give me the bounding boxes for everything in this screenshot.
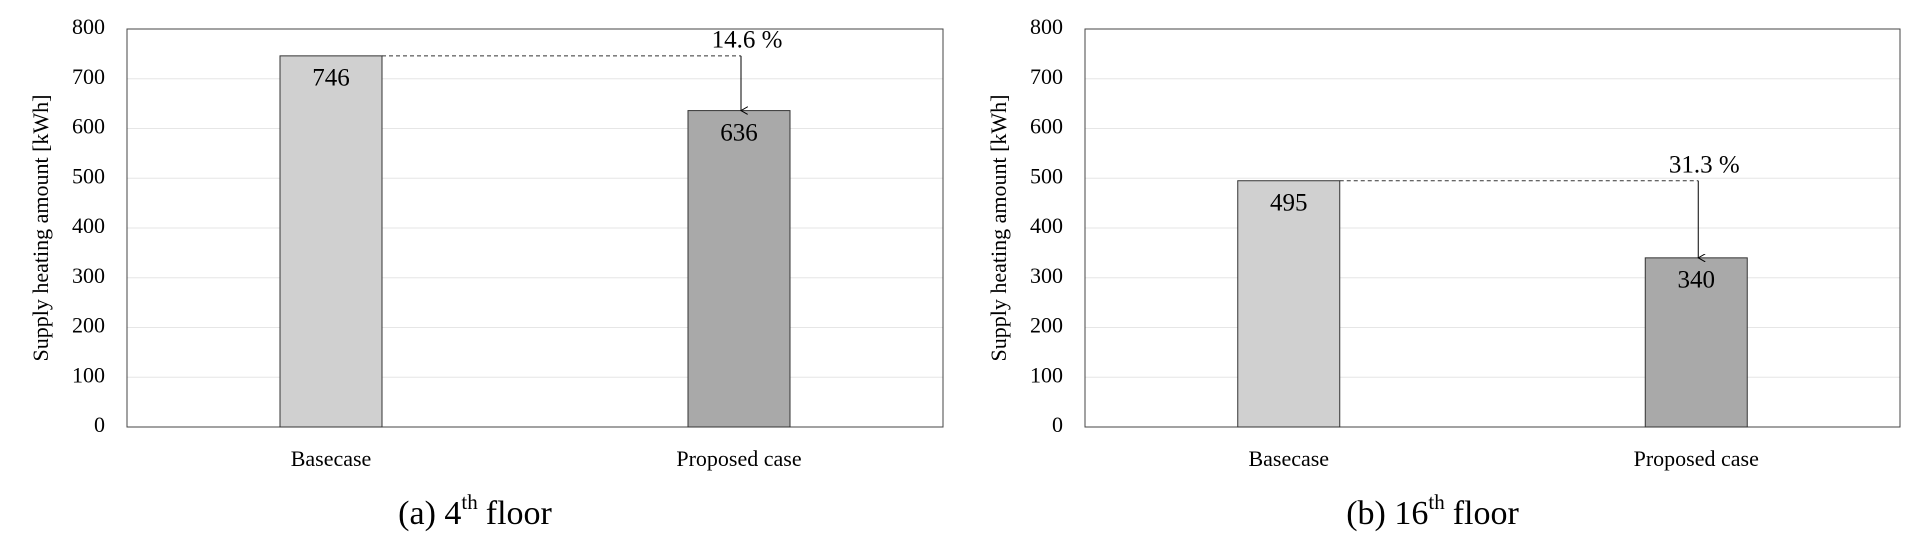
data-label: 495 xyxy=(1270,189,1308,216)
y-axis-label: Supply heating amount [kWh] xyxy=(986,94,1011,361)
bar xyxy=(687,110,791,428)
bar xyxy=(1237,180,1341,428)
caption-text: (a) 4 xyxy=(398,495,461,532)
plot-frame xyxy=(126,28,944,428)
y-tick-label: 300 xyxy=(72,263,105,288)
y-tick-label: 600 xyxy=(72,114,105,139)
x-tick-label: Basecase xyxy=(1248,446,1329,471)
y-tick-label: 800 xyxy=(1030,14,1063,39)
y-tick-label: 500 xyxy=(1030,163,1063,188)
y-tick-label: 600 xyxy=(1030,114,1063,139)
data-label: 340 xyxy=(1678,267,1716,294)
caption-text: floor xyxy=(1453,495,1520,532)
caption-text: floor xyxy=(486,495,553,532)
caption: (b) 16th floor xyxy=(1346,490,1519,532)
caption-text: (b) 16 xyxy=(1346,495,1428,532)
annotation: 14.6 % xyxy=(712,27,783,54)
bar xyxy=(1644,257,1748,428)
caption-superscript: th xyxy=(1428,490,1445,514)
caption-superscript: th xyxy=(461,490,478,514)
y-tick-label: 0 xyxy=(94,412,105,437)
bar xyxy=(279,55,383,428)
y-tick-label: 200 xyxy=(1030,313,1063,338)
x-tick-label: Basecase xyxy=(291,446,372,471)
y-tick-label: 800 xyxy=(72,14,105,39)
y-tick-label: 400 xyxy=(1030,213,1063,238)
caption: (a) 4th floor xyxy=(398,490,552,532)
y-tick-label: 300 xyxy=(1030,263,1063,288)
y-tick-label: 100 xyxy=(72,362,105,387)
y-tick-label: 100 xyxy=(1030,362,1063,387)
y-tick-label: 400 xyxy=(72,213,105,238)
x-tick-label: Proposed case xyxy=(676,446,801,471)
data-label: 636 xyxy=(720,119,758,146)
y-tick-label: 700 xyxy=(1030,64,1063,89)
annotation: 31.3 % xyxy=(1669,151,1740,178)
y-tick-label: 500 xyxy=(72,163,105,188)
x-tick-label: Proposed case xyxy=(1634,446,1759,471)
y-tick-label: 700 xyxy=(72,64,105,89)
data-label: 746 xyxy=(312,65,350,92)
y-tick-label: 0 xyxy=(1052,412,1063,437)
plot-frame xyxy=(1084,28,1901,428)
y-axis-label: Supply heating amount [kWh] xyxy=(28,94,53,361)
y-tick-label: 200 xyxy=(72,313,105,338)
